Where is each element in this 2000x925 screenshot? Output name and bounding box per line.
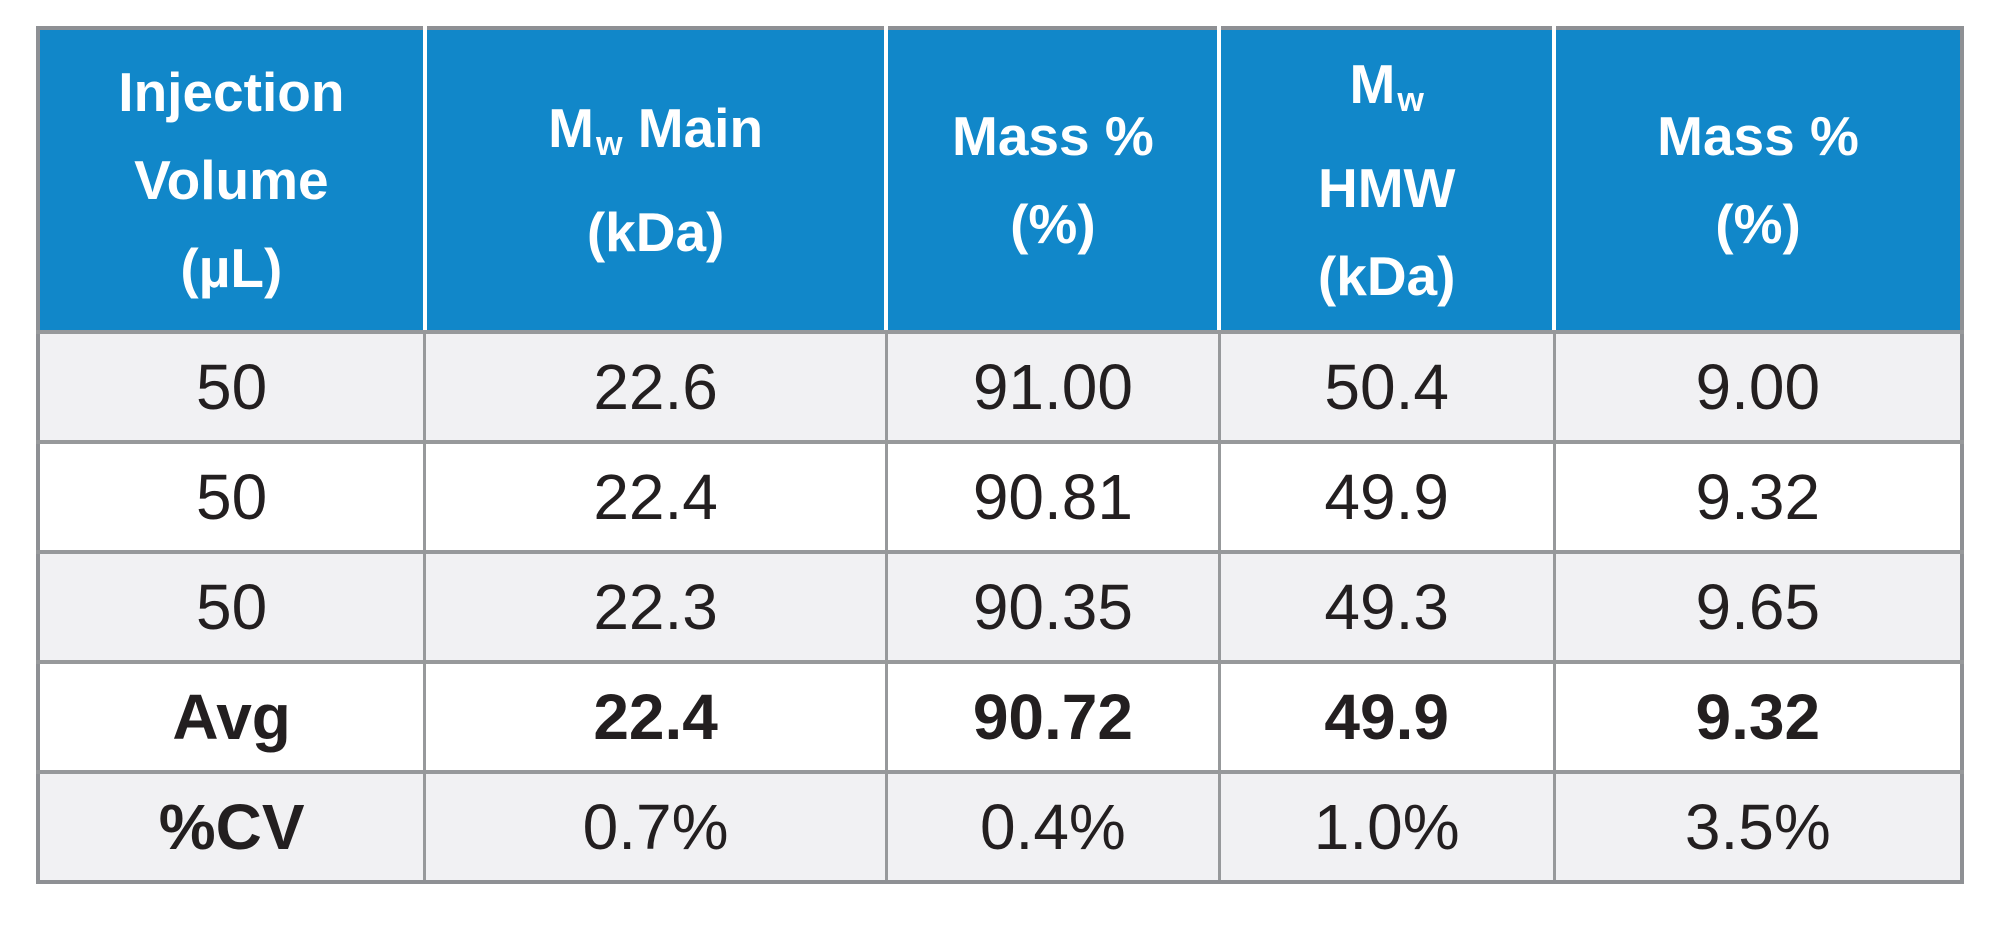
header-line: Mass % (1657, 105, 1859, 167)
mw-symbol: M (1349, 52, 1396, 115)
table-header: Injection Volume (µL) Mw Main (kDa) Mass… (38, 28, 1962, 334)
table-cell: 90.81 (886, 442, 1221, 554)
table-row: 50 22.6 91.00 50.4 9.00 (38, 332, 1962, 444)
table-cell: 90.35 (886, 552, 1221, 664)
table-cell: 50 (38, 332, 427, 444)
subscript-w: w (1397, 81, 1424, 120)
table-cell: 9.65 (1554, 552, 1962, 664)
header-row: Injection Volume (µL) Mw Main (kDa) Mass… (38, 28, 1962, 334)
header-line: Mw (1221, 40, 1552, 145)
table-cell: 0.4% (886, 772, 1221, 882)
table-cell: 50 (38, 552, 427, 664)
header-line: HMW (1317, 157, 1456, 220)
header-line: (kDa) (586, 201, 725, 264)
table-row: 50 22.4 90.81 49.9 9.32 (38, 442, 1962, 554)
table-row: 50 22.3 90.35 49.3 9.65 (38, 552, 1962, 664)
mw-symbol: M (548, 96, 594, 159)
table-cell: 49.3 (1219, 552, 1556, 664)
table-cell: 22.6 (424, 332, 888, 444)
table-row-cv: %CV 0.7% 0.4% 1.0% 3.5% (38, 772, 1962, 882)
table-cell: 3.5% (1554, 772, 1962, 882)
table-cell: 22.4 (424, 662, 888, 774)
sec-results-table: Injection Volume (µL) Mw Main (kDa) Mass… (36, 26, 1964, 884)
header-line: Volume (134, 149, 329, 211)
table-cell: Avg (38, 662, 427, 774)
header-mass-pct-main: Mass % (%) (886, 28, 1222, 334)
header-mw-hmw: Mw HMW (kDa) (1219, 28, 1557, 334)
header-line: (%) (1715, 193, 1801, 255)
header-mass-pct-hmw: Mass % (%) (1554, 28, 1962, 334)
header-line: (µL) (180, 237, 283, 299)
table-cell: 91.00 (886, 332, 1221, 444)
table-cell: 50.4 (1219, 332, 1556, 444)
table-cell: 49.9 (1219, 662, 1556, 774)
header-text: Main (622, 96, 764, 159)
header-line: (kDa) (1317, 245, 1456, 308)
table-cell: 22.4 (424, 442, 888, 554)
subscript-w: w (595, 125, 623, 164)
header-line: Mass % (952, 105, 1154, 167)
header-line: Mw Main (427, 84, 885, 189)
table-cell: %CV (38, 772, 427, 882)
header-injection-volume: Injection Volume (µL) (38, 28, 427, 334)
table-cell: 22.3 (424, 552, 888, 664)
header-line: (%) (1010, 193, 1096, 255)
table-cell: 0.7% (424, 772, 888, 882)
table-cell: 50 (38, 442, 427, 554)
table-cell: 9.00 (1554, 332, 1962, 444)
table-cell: 49.9 (1219, 442, 1556, 554)
table-cell: 9.32 (1554, 442, 1962, 554)
table-cell: 9.32 (1554, 662, 1962, 774)
table-cell: 1.0% (1219, 772, 1556, 882)
header-line: Injection (118, 61, 345, 123)
table-cell: 90.72 (886, 662, 1221, 774)
table-body: 50 22.6 91.00 50.4 9.00 50 22.4 90.81 49… (38, 332, 1962, 882)
table-row-average: Avg 22.4 90.72 49.9 9.32 (38, 662, 1962, 774)
header-mw-main: Mw Main (kDa) (424, 28, 889, 334)
